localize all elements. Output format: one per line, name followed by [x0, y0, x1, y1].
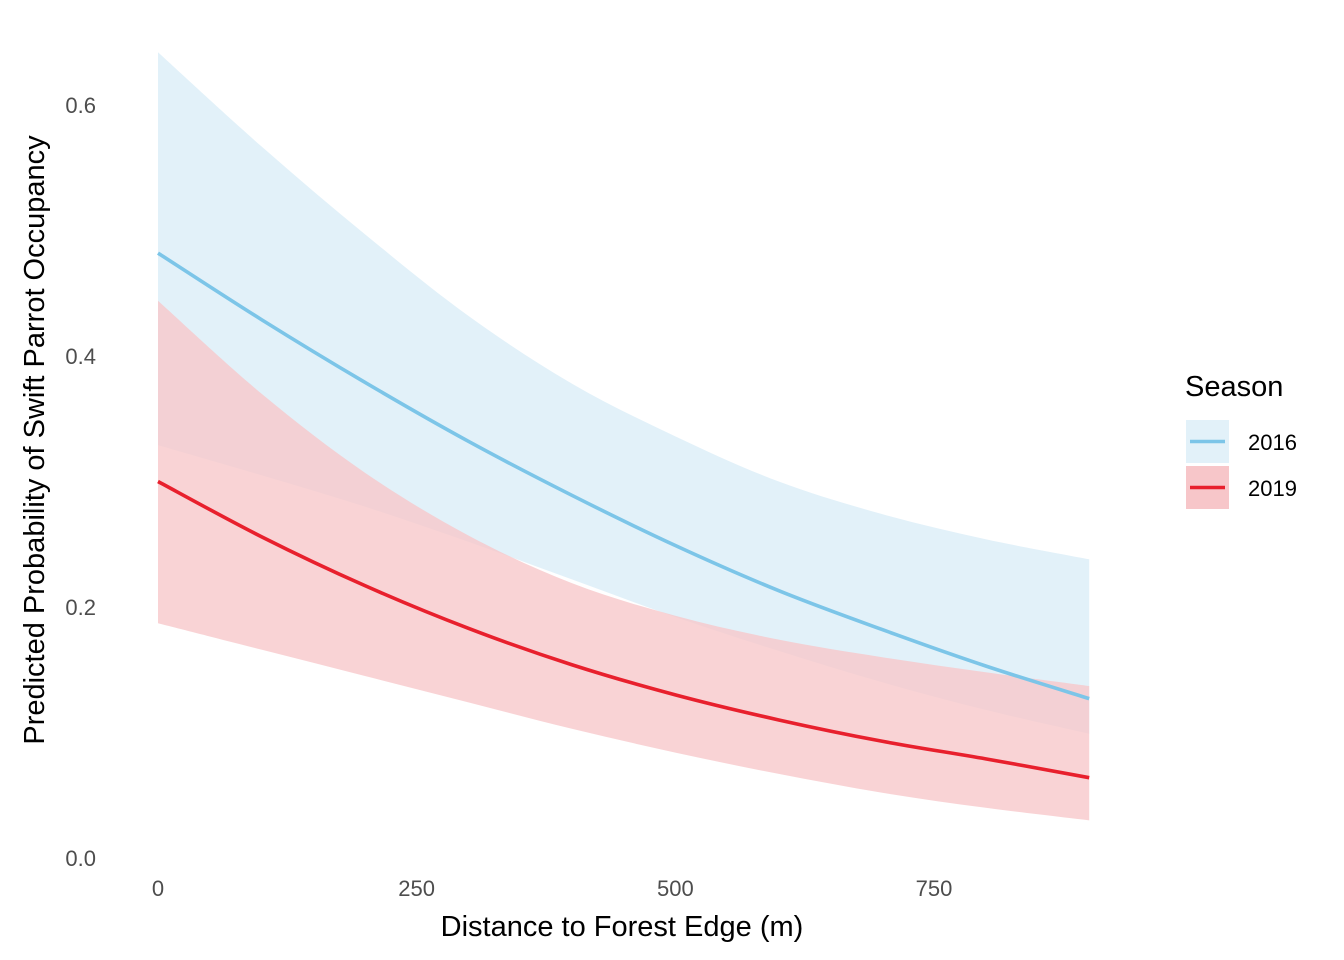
x-tick-label: 0	[152, 876, 164, 901]
x-tick-label: 750	[916, 876, 953, 901]
legend-label-2019: 2019	[1248, 476, 1297, 501]
y-tick-label: 0.6	[65, 93, 96, 118]
y-tick-label: 0.2	[65, 595, 96, 620]
series-line-2016	[157, 251, 1090, 701]
series-lines	[157, 251, 1090, 780]
y-axis-ticks: 0.0 0.2 0.4 0.6	[65, 93, 96, 871]
x-axis-ticks: 0 250 500 750	[152, 876, 952, 901]
confidence-ribbons	[158, 52, 1090, 821]
legend-key-2016	[1186, 420, 1229, 463]
series-line-2019	[157, 479, 1090, 780]
x-tick-label: 500	[657, 876, 694, 901]
x-axis-title: Distance to Forest Edge (m)	[441, 911, 804, 943]
legend-title: Season	[1185, 371, 1283, 403]
legend-key-2019	[1186, 466, 1229, 509]
legend-label-2016: 2016	[1248, 430, 1297, 455]
y-axis-title: Predicted Probability of Swift Parrot Oc…	[19, 135, 51, 745]
x-tick-label: 250	[398, 876, 435, 901]
y-tick-label: 0.0	[65, 846, 96, 871]
y-tick-label: 0.4	[65, 344, 96, 369]
ribbon-2019	[158, 300, 1090, 821]
ribbon-2016	[158, 52, 1090, 734]
legend: Season 2016 2019	[1185, 371, 1297, 509]
